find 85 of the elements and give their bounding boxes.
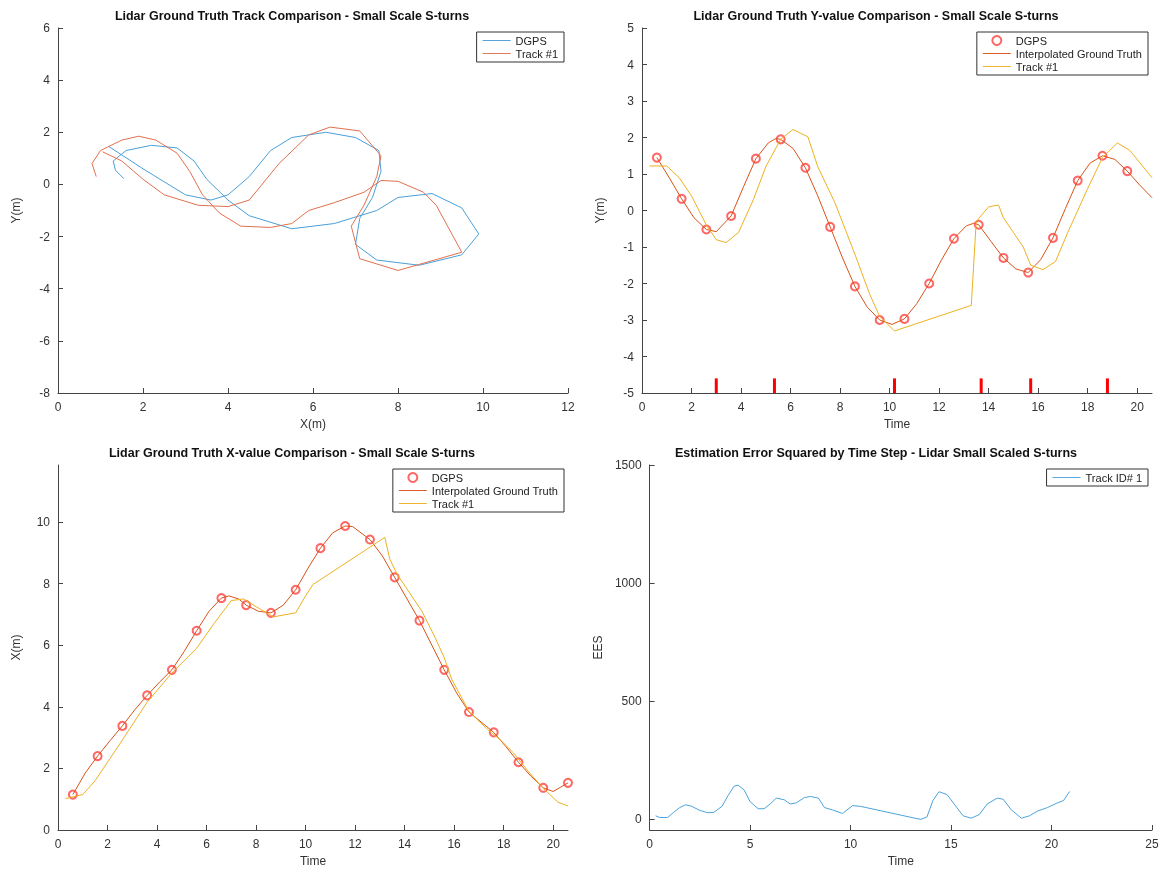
y-tick-label: -1 [623,240,635,254]
x-tick-label: 16 [447,837,462,851]
y-axis-title: Y(m) [593,197,607,224]
chart-title: Lidar Ground Truth X-value Comparison - Small Scale S-turns [108,445,476,460]
y-tick-label: 0 [634,812,642,827]
chart-title: Lidar Ground Truth Y-value Comparison - Small Scale S-turns [693,8,1059,23]
y-tick-label: 4 [627,57,635,72]
line-series [655,784,1071,820]
y-tick-label: -3 [623,313,635,327]
legend-label: Interpolated Ground Truth [1015,47,1142,60]
y-axis-title: Y(m) [9,197,23,224]
x-tick-label: 6 [309,400,317,414]
x-tick-label: 2 [688,400,696,414]
y-tick-label: 0 [627,203,635,218]
x-tick-label: 4 [737,400,745,414]
x-axis-title: Time [887,853,915,868]
x-tick-label: 20 [1044,837,1059,851]
y-tick-label: -2 [623,276,635,291]
y-tick-label: 6 [43,21,51,35]
chart-title: Lidar Ground Truth Track Comparison - Small Scale S-turns [114,8,470,23]
x-axis-title: Time [883,416,911,431]
y-tick-label: 10 [36,514,51,529]
x-tick-label: 10 [843,837,858,851]
y-tick-label: -2 [39,229,51,244]
legend-label: Track #1 [431,497,475,510]
x-tick-label: 2 [104,837,112,851]
y-tick-label: 1 [627,167,635,181]
y-tick-label: 0 [43,177,51,192]
x-tick-label: 4 [224,400,232,414]
x-tick-label: 10 [882,400,897,414]
x-tick-label: 25 [1145,837,1159,851]
legend-label: DGPS [431,471,464,484]
x-axis-title: Time [299,853,327,868]
x-tick-label: 8 [252,837,260,851]
y-tick-label: 5 [627,21,635,35]
x-tick-label: 6 [203,837,211,851]
x-tick-label: 16 [1031,400,1046,414]
y-tick-label: 500 [621,694,642,709]
x-tick-label: 12 [932,400,947,414]
x-tick-label: 8 [836,400,844,414]
y-tick-label: 1000 [614,576,642,591]
chart-title: Estimation Error Squared by Time Step - Lidar Small Scaled S-turns [675,445,1078,460]
y-tick-label: 6 [43,638,51,653]
x-tick-label: 14 [397,837,412,851]
legend-label: DGPS [515,34,547,47]
x-tick-label: 6 [787,400,795,414]
y-tick-label: 4 [43,73,51,88]
x-tick-label: 10 [298,837,313,851]
y-tick-label: 2 [43,761,51,776]
x-tick-label: 15 [944,837,959,851]
x-tick-label: 10 [476,400,490,414]
x-tick-label: 18 [496,837,511,851]
x-tick-label: 20 [546,837,561,851]
x-tick-label: 0 [54,400,62,414]
x-tick-label: 5 [746,837,754,851]
x-tick-label: 20 [1130,400,1145,414]
y-tick-label: 2 [627,130,635,145]
x-tick-label: 0 [646,837,654,851]
legend-label: Interpolated Ground Truth [431,484,558,497]
y-tick-label: -6 [39,333,51,348]
y-tick-label: 4 [43,699,51,714]
legend-label: Track ID# 1 [1085,471,1143,484]
x-tick-label: 4 [153,837,161,851]
y-tick-label: -8 [39,386,51,400]
x-axis-title: X(m) [300,416,326,431]
x-tick-label: 12 [348,837,363,851]
x-tick-label: 18 [1080,400,1095,414]
x-tick-label: 8 [394,400,402,414]
y-tick-label: 3 [627,94,635,108]
y-tick-label: -4 [39,281,51,296]
legend-label: Track #1 [1015,60,1059,73]
y-tick-label: 2 [43,125,51,140]
x-tick-label: 2 [139,400,147,414]
x-tick-label: 14 [981,400,996,414]
x-tick-label: 12 [561,400,575,414]
legend-label: Track #1 [515,47,559,60]
y-tick-label: 0 [43,823,51,837]
legend-label: DGPS [1015,34,1048,47]
y-axis-title: EES [591,635,605,660]
x-tick-label: 0 [54,837,62,851]
y-tick-label: -5 [623,386,635,400]
y-tick-label: 1500 [614,458,642,472]
y-tick-label: 8 [43,576,51,591]
y-tick-label: -4 [623,349,635,364]
y-axis-title: X(m) [9,634,23,661]
